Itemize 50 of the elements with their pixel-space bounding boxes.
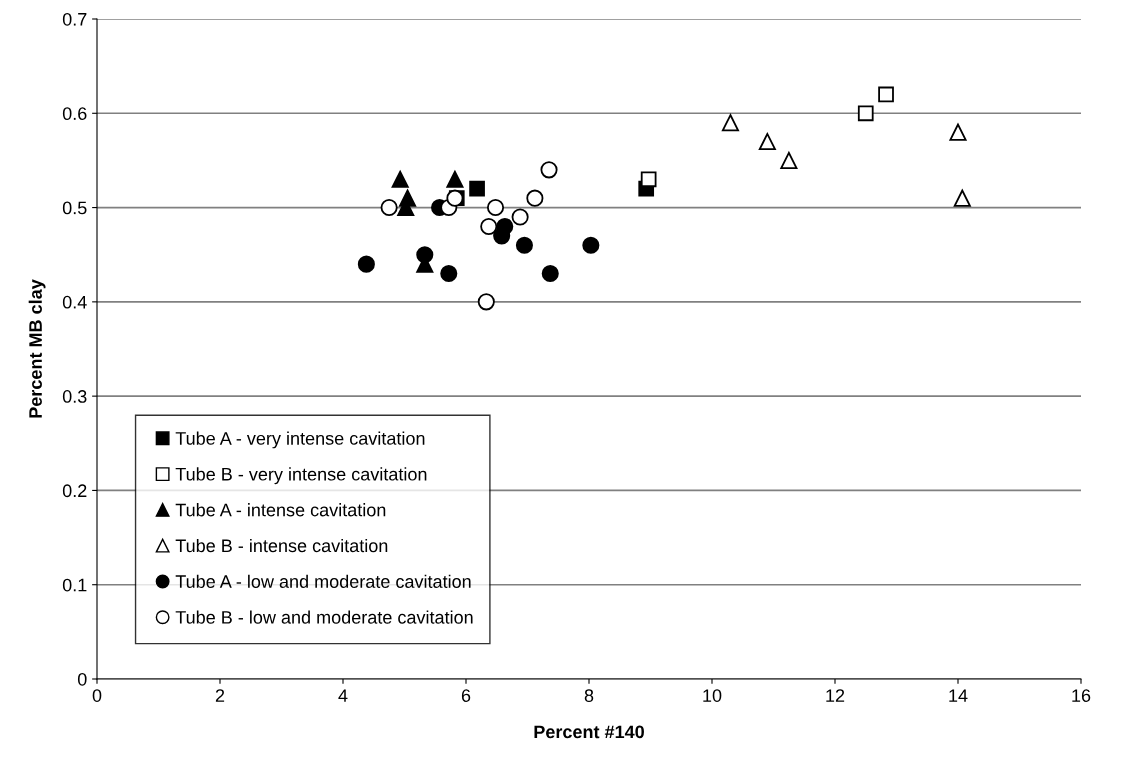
point [357, 255, 375, 273]
point [540, 161, 558, 179]
legend-label: Tube A - very intense cavitation [175, 431, 425, 449]
y-tick-label: 0.2 [62, 484, 87, 498]
point [469, 180, 485, 197]
point [440, 265, 458, 283]
point [953, 189, 971, 207]
x-axis-title: Percent #140 [534, 725, 644, 739]
legend-label: Tube A - intense cavitation [175, 503, 386, 517]
point [391, 170, 409, 188]
y-tick-label: 0.6 [62, 107, 87, 121]
x-tick-label: 12 [826, 689, 845, 702]
x-tick-label: 4 [338, 689, 348, 702]
x-tick-label: 6 [461, 689, 471, 702]
y-tick-label: 0 [77, 672, 87, 686]
legend-label: Tube B - very intense cavitation [175, 467, 427, 485]
x-tick-label: 16 [1072, 689, 1091, 702]
point [511, 208, 529, 226]
y-tick-label: 0.7 [62, 12, 87, 26]
point [480, 217, 498, 235]
point [526, 189, 544, 207]
x-tick-label: 10 [703, 689, 722, 702]
legend-label: Tube A - low and moderate cavitation [175, 574, 471, 588]
y-tick-label: 0.5 [62, 201, 87, 215]
point [878, 86, 894, 103]
point [446, 170, 464, 188]
point [780, 151, 798, 169]
point [416, 246, 434, 264]
y-tick-label: 0.1 [62, 578, 87, 592]
point [640, 171, 657, 188]
point [380, 199, 398, 217]
point [582, 236, 600, 254]
y-tick-label: 0.3 [62, 390, 87, 403]
point [949, 123, 967, 141]
legend-label: Tube B - low and moderate cavitation [175, 610, 473, 624]
x-tick-label: 14 [949, 689, 968, 702]
point [486, 199, 505, 217]
x-tick-label: 8 [584, 689, 594, 702]
legend-label: Tube B - intense cavitation [175, 538, 388, 553]
point [541, 265, 559, 283]
x-tick-label: 2 [215, 689, 225, 702]
point [515, 236, 533, 254]
point [721, 114, 739, 132]
y-axis-title: Percent MB clay [28, 279, 46, 418]
x-tick-label: 0 [92, 689, 102, 702]
point [758, 133, 776, 151]
point [496, 217, 514, 235]
point [477, 293, 495, 311]
point [857, 105, 874, 122]
y-tick-label: 0.4 [62, 295, 87, 309]
